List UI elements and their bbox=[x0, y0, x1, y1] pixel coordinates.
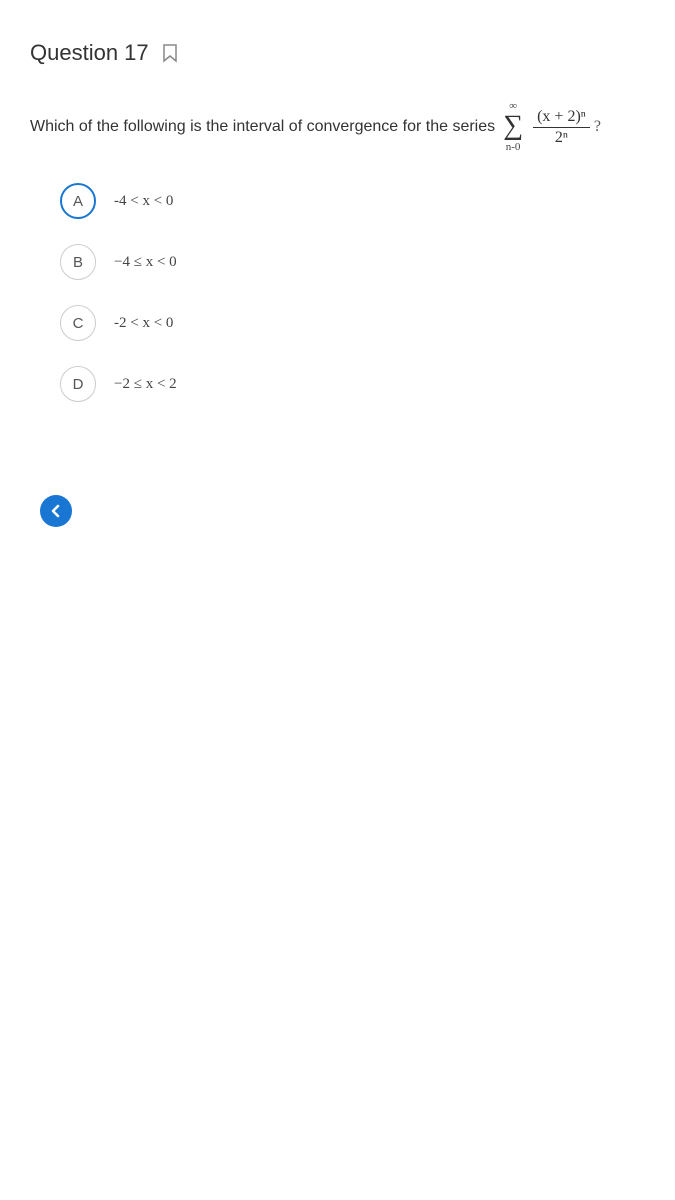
bookmark-icon[interactable] bbox=[161, 43, 179, 63]
question-container: Question 17 Which of the following is th… bbox=[0, 0, 675, 1200]
sum-symbol: ∞ ∑ n-0 bbox=[503, 101, 523, 153]
fraction-denominator: 2ⁿ bbox=[551, 128, 572, 147]
question-number: Question 17 bbox=[30, 40, 149, 66]
option-circle-c[interactable]: C bbox=[60, 305, 96, 341]
option-circle-d[interactable]: D bbox=[60, 366, 96, 402]
chevron-left-icon bbox=[51, 504, 61, 518]
option-text-d: −2 ≤ x < 2 bbox=[114, 376, 177, 393]
option-text-a: -4 < x < 0 bbox=[114, 193, 173, 210]
option-b[interactable]: B −4 ≤ x < 0 bbox=[60, 244, 645, 280]
option-a[interactable]: A -4 < x < 0 bbox=[60, 183, 645, 219]
sum-lower-limit: n-0 bbox=[506, 142, 521, 153]
question-prompt: Which of the following is the interval o… bbox=[30, 114, 495, 140]
option-circle-a[interactable]: A bbox=[60, 183, 96, 219]
option-text-c: -2 < x < 0 bbox=[114, 315, 173, 332]
sigma-symbol: ∑ bbox=[503, 112, 523, 140]
option-text-b: −4 ≤ x < 0 bbox=[114, 254, 177, 271]
option-c[interactable]: C -2 < x < 0 bbox=[60, 305, 645, 341]
question-header: Question 17 bbox=[30, 40, 645, 66]
fraction: (x + 2)ⁿ 2ⁿ bbox=[533, 107, 590, 146]
math-formula: ∞ ∑ n-0 (x + 2)ⁿ 2ⁿ ? bbox=[503, 101, 601, 153]
option-d[interactable]: D −2 ≤ x < 2 bbox=[60, 366, 645, 402]
question-text: Which of the following is the interval o… bbox=[30, 101, 645, 153]
fraction-numerator: (x + 2)ⁿ bbox=[533, 107, 590, 127]
previous-button[interactable] bbox=[40, 495, 72, 527]
options-list: A -4 < x < 0 B −4 ≤ x < 0 C -2 < x < 0 D… bbox=[30, 183, 645, 402]
option-circle-b[interactable]: B bbox=[60, 244, 96, 280]
question-mark: ? bbox=[594, 114, 601, 140]
